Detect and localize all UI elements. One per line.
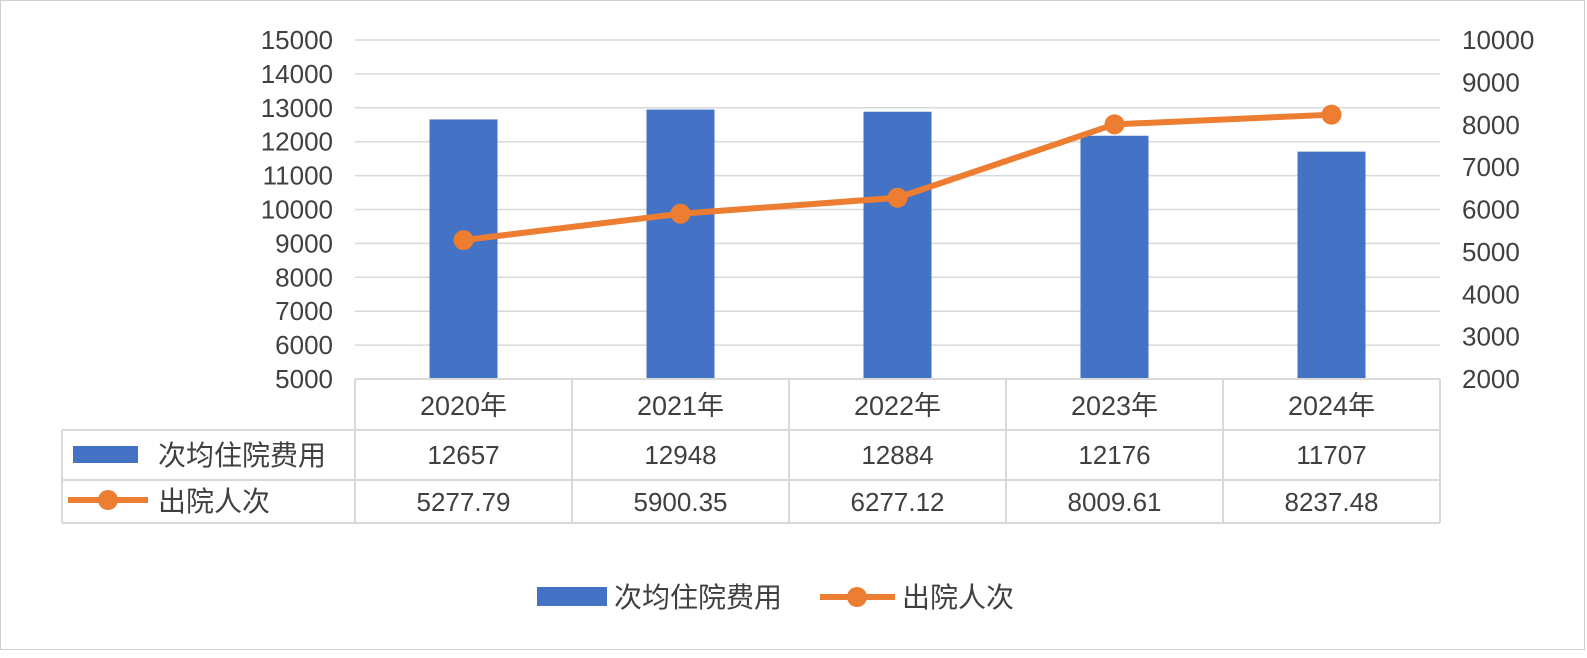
legend-key-bar — [537, 587, 607, 606]
bar-2022年 — [863, 111, 932, 380]
table-series-name: 次均住院费用 — [158, 440, 326, 471]
bar-2024年 — [1297, 151, 1366, 379]
left-axis-tick-label: 6000 — [275, 330, 333, 360]
table-category-label: 2020年 — [420, 391, 507, 421]
right-axis-tick-label: 2000 — [1462, 364, 1520, 394]
bar-2023年 — [1080, 135, 1149, 379]
left-axis-tick-label: 5000 — [275, 364, 333, 394]
left-axis-tick-label: 10000 — [261, 195, 333, 225]
right-axis-tick-label: 7000 — [1462, 152, 1520, 182]
legend-key-marker — [847, 587, 867, 607]
table-value-cost: 12948 — [644, 440, 716, 470]
table-value-cost: 11707 — [1296, 440, 1366, 470]
table-value-cost: 12884 — [861, 440, 933, 470]
line-point-2021年 — [670, 203, 691, 224]
table-value-discharges: 6277.12 — [851, 487, 945, 517]
legend-label: 出院人次 — [902, 582, 1014, 613]
left-axis-tick-label: 13000 — [261, 93, 333, 123]
left-axis-tick-label: 7000 — [275, 296, 333, 326]
table-legend-key-marker — [98, 490, 118, 510]
left-axis-tick-label: 14000 — [261, 59, 333, 89]
right-axis-tick-label: 3000 — [1462, 322, 1520, 352]
right-axis-tick-label: 4000 — [1462, 279, 1520, 309]
table-category-label: 2021年 — [637, 391, 724, 421]
table-value-discharges: 5277.79 — [417, 487, 511, 517]
right-axis-tick-label: 10000 — [1462, 25, 1534, 55]
table-series-name: 出院人次 — [158, 486, 270, 517]
table-legend-key-bar — [73, 446, 138, 463]
table-value-discharges: 8009.61 — [1068, 487, 1162, 517]
right-axis-tick-label: 6000 — [1462, 195, 1520, 225]
line-point-2020年 — [453, 230, 474, 251]
line-point-2022年 — [887, 187, 908, 208]
left-axis-tick-label: 11000 — [263, 161, 333, 191]
bar-2021年 — [646, 109, 715, 379]
left-axis-tick-label: 15000 — [261, 25, 333, 55]
left-axis-tick-label: 12000 — [261, 127, 333, 157]
table-category-label: 2024年 — [1288, 391, 1375, 421]
table-value-discharges: 8237.48 — [1285, 487, 1379, 517]
right-axis-tick-label: 9000 — [1462, 67, 1520, 97]
line-point-2023年 — [1104, 114, 1125, 135]
left-axis-tick-label: 8000 — [275, 262, 333, 292]
table-value-cost: 12176 — [1078, 440, 1150, 470]
left-axis-tick-label: 9000 — [275, 228, 333, 258]
table-category-label: 2023年 — [1071, 391, 1158, 421]
table-value-discharges: 5900.35 — [634, 487, 728, 517]
right-axis-tick-label: 8000 — [1462, 110, 1520, 140]
legend-label: 次均住院费用 — [614, 582, 782, 613]
table-category-label: 2022年 — [854, 391, 941, 421]
line-point-2024年 — [1321, 104, 1342, 125]
table-value-cost: 12657 — [427, 440, 499, 470]
right-axis-tick-label: 5000 — [1462, 237, 1520, 267]
